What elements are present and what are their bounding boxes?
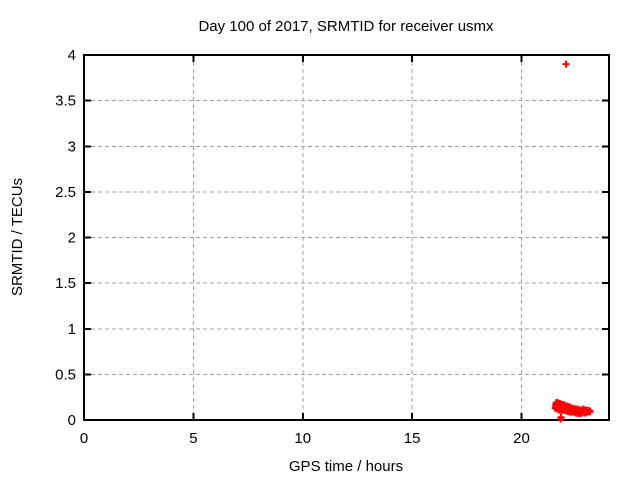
x-axis-label: GPS time / hours [289, 458, 403, 475]
y-tick-label: 3 [68, 138, 76, 155]
x-tick-label: 5 [189, 430, 197, 447]
y-tick-label: 2.5 [55, 184, 76, 201]
x-tick-label: 10 [294, 430, 311, 447]
chart-title: Day 100 of 2017, SRMTID for receiver usm… [198, 18, 494, 35]
data-point-marker [586, 408, 594, 416]
gridlines [84, 55, 609, 420]
x-tick-label: 0 [80, 430, 88, 447]
y-tick-label: 2 [68, 230, 76, 247]
y-tick-label: 0 [68, 412, 76, 429]
y-tick-label: 4 [68, 47, 76, 64]
y-tick-label: 1.5 [55, 275, 76, 292]
y-tick-label: 1 [68, 321, 76, 338]
data-point-marker [562, 60, 570, 68]
tick-labels: 0 5 10 15 20 0 0.5 1 1.5 2 2.5 3 3.5 4 [55, 47, 530, 447]
y-tick-label: 3.5 [55, 93, 76, 110]
x-tick-label: 20 [513, 430, 530, 447]
y-axis-label: SRMTID / TECUs [9, 178, 26, 296]
plot-border [83, 54, 610, 421]
data-point-marker [557, 413, 565, 421]
data-points [551, 60, 594, 423]
y-tick-label: 0.5 [55, 366, 76, 383]
x-tick-label: 15 [404, 430, 421, 447]
